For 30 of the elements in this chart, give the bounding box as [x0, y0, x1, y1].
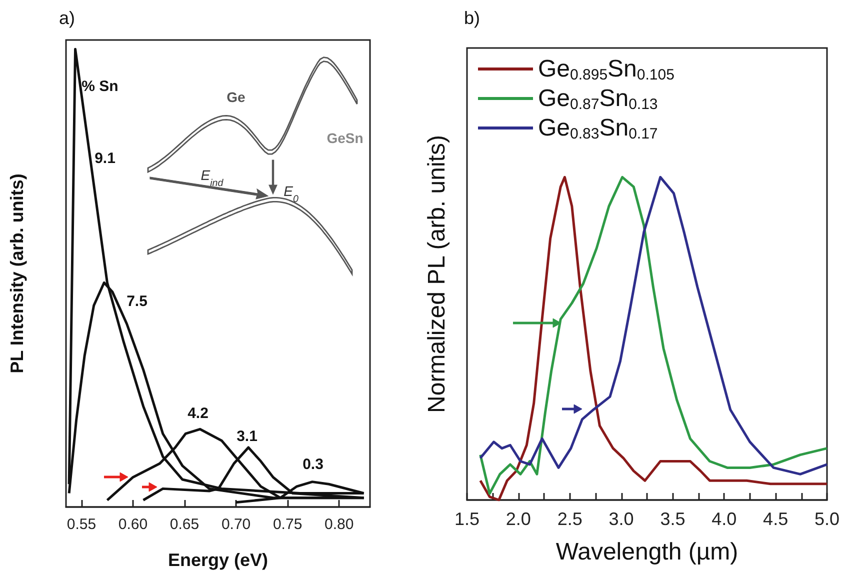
x-tick-label: 0.75 — [272, 516, 302, 533]
annotation: 7.5 — [126, 293, 148, 310]
chart-title: a) — [59, 8, 76, 28]
x-tick-label: 2.0 — [506, 509, 531, 529]
x-tick-label: 3.0 — [608, 509, 634, 529]
x-tick-label: 0.55 — [66, 516, 96, 533]
x-tick-label: 4.5 — [763, 509, 788, 529]
x-axis-title: Wavelength (µm) — [556, 538, 738, 566]
annotation: E$_{0}$ — [284, 183, 299, 204]
x-axis-title: Energy (eV) — [168, 550, 268, 570]
annotation: GeSn — [326, 130, 364, 146]
annotation: Ge — [226, 89, 246, 105]
annotation: 0.3 — [302, 456, 324, 473]
x-tick-label: 5.0 — [814, 509, 840, 529]
x-tick-label: 3.5 — [660, 509, 686, 529]
y-axis-title: Normalized PL (arb. units) — [424, 135, 450, 413]
y-axis-title: PL Intensity (arb. units) — [7, 174, 27, 374]
annotation: % Sn — [82, 78, 118, 95]
annotation: E$_{ind}$ — [200, 167, 224, 188]
x-tick-label: 2.5 — [557, 509, 582, 529]
x-tick-label: 4.0 — [712, 509, 737, 529]
annotation: 4.2 — [188, 405, 208, 422]
x-tick-label: 1.5 — [454, 509, 480, 529]
chart-title: b) — [464, 8, 480, 28]
x-tick-label: 0.65 — [170, 516, 200, 533]
annotation: 3.1 — [236, 428, 258, 445]
x-tick-label: 0.70 — [221, 516, 251, 533]
x-tick-label: 0.60 — [118, 516, 148, 533]
annotation: 9.1 — [94, 150, 116, 167]
x-tick-label: 0.80 — [324, 516, 354, 533]
